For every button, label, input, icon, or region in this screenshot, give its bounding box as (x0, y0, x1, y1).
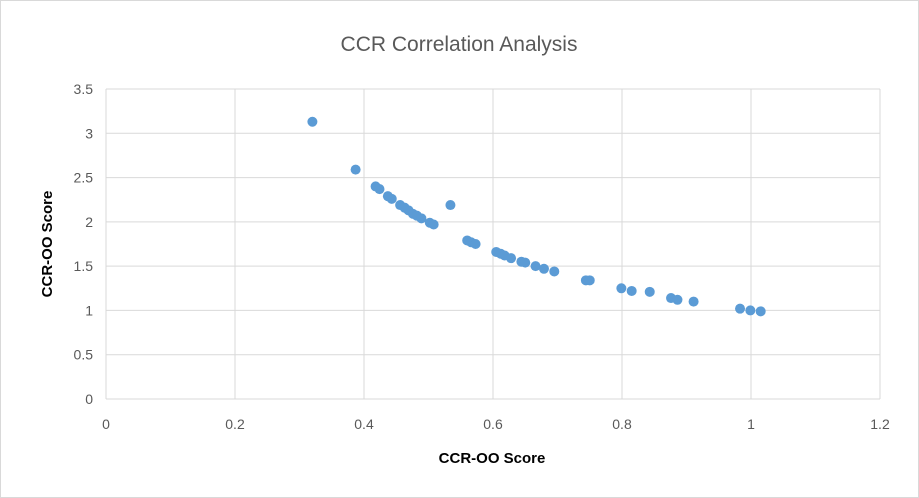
gridlines (105, 88, 881, 400)
data-point (386, 193, 397, 204)
y-tick-label: 3 (85, 125, 93, 141)
y-axis-title: CCR-OO Score (39, 191, 56, 298)
x-tick-label: 0.8 (612, 416, 632, 432)
y-axis-ticks: 0 0.5 1 1.5 2 2.5 3 3.5 (74, 81, 94, 407)
data-point (470, 239, 481, 249)
data-point (688, 296, 699, 307)
data-point (735, 303, 746, 314)
y-tick-label: 2 (85, 214, 93, 230)
x-axis-ticks: 0 0.2 0.4 0.6 0.8 1 1.2 (102, 416, 890, 432)
data-points (307, 116, 766, 317)
y-tick-label: 3.5 (74, 81, 94, 97)
data-point (626, 285, 637, 296)
data-point (307, 116, 318, 127)
x-tick-label: 1 (747, 416, 755, 432)
data-point (416, 213, 427, 224)
data-point (350, 164, 361, 175)
data-point (755, 306, 766, 317)
chart-title: CCR Correlation Analysis (341, 33, 578, 56)
y-tick-label: 0.5 (74, 347, 94, 363)
y-tick-label: 1.5 (74, 258, 94, 274)
y-tick-label: 0 (85, 391, 93, 407)
data-point (745, 305, 756, 316)
x-tick-label: 1.2 (870, 416, 890, 432)
data-point (520, 257, 531, 268)
data-point (644, 286, 655, 297)
data-point (584, 275, 595, 286)
y-tick-label: 2.5 (74, 170, 94, 186)
x-axis-title: CCR-OO Score (439, 450, 546, 467)
x-tick-label: 0.6 (483, 416, 503, 432)
data-point (549, 266, 560, 277)
data-point (506, 253, 517, 264)
data-point (374, 184, 385, 195)
y-tick-label: 1 (85, 302, 93, 318)
data-point (530, 261, 541, 272)
data-point (672, 294, 683, 305)
data-point (616, 283, 627, 294)
x-tick-label: 0 (102, 416, 110, 432)
x-tick-label: 0.4 (354, 416, 374, 432)
data-point (445, 200, 456, 211)
x-tick-label: 0.2 (225, 416, 245, 432)
data-point (538, 263, 549, 274)
data-point (428, 219, 439, 230)
